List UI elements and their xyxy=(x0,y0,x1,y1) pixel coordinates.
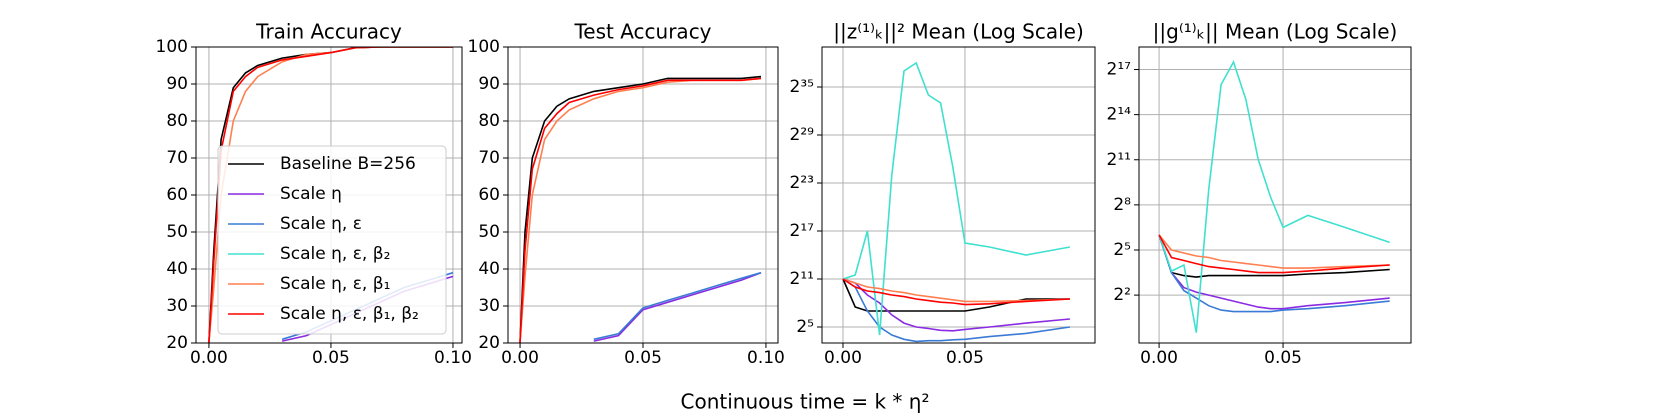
y-tick-label: 30 xyxy=(478,296,500,316)
x-tick-label: 0.05 xyxy=(946,348,984,368)
y-tick-label: 100 xyxy=(468,37,500,57)
panel: Train Accuracy 20 30 40 50 60 70 80 90 100 0.00 0.0… xyxy=(156,20,472,369)
y-tick-label: 2⁵ xyxy=(1113,240,1131,260)
y-tick-label: 2²³ xyxy=(790,173,814,193)
plot-frame xyxy=(821,46,1096,344)
legend-label: Scale η, ε, β₁, β₂ xyxy=(280,304,419,324)
x-tick-label: 0.05 xyxy=(1264,348,1302,368)
y-tick-label: 2¹¹ xyxy=(790,269,814,289)
y-tick-label: 2¹¹ xyxy=(1107,150,1131,170)
y-tick-label: 90 xyxy=(478,74,500,94)
y-tick-label: 60 xyxy=(478,185,500,205)
series-line xyxy=(1158,234,1390,274)
y-tick-label: 80 xyxy=(166,111,188,131)
y-tick-label: 60 xyxy=(166,185,188,205)
legend-label: Scale η, ε, β₁ xyxy=(280,274,390,294)
legend-box xyxy=(217,145,447,335)
chart-title: ||z⁽¹⁾ₖ||² Mean (Log Scale) xyxy=(833,20,1084,44)
plot-frame xyxy=(507,46,779,344)
y-tick-label: 20 xyxy=(166,333,188,353)
chart-title: Train Accuracy xyxy=(255,20,402,44)
series-line xyxy=(519,75,762,343)
panel: ||g⁽¹⁾ₖ|| Mean (Log Scale) 2² 2⁵ 2⁸ 2¹¹ 2¹⁴ 2¹… xyxy=(1107,20,1412,368)
series-line xyxy=(842,278,1071,343)
x-tick-label: 0.10 xyxy=(747,348,785,368)
x-tick-label: 0.00 xyxy=(190,348,228,368)
y-tick-label: 2³⁵ xyxy=(790,77,814,97)
y-tick-label: 2²⁹ xyxy=(790,125,815,145)
chart-title: ||g⁽¹⁾ₖ|| Mean (Log Scale) xyxy=(1153,20,1398,44)
series-line xyxy=(842,278,1070,306)
y-tick-label: 50 xyxy=(478,222,500,242)
panel: ||z⁽¹⁾ₖ||² Mean (Log Scale) 2⁵ 2¹¹ 2¹⁷ 2²³ 2²… xyxy=(790,20,1096,368)
legend-label: Scale η, ε, β₂ xyxy=(280,244,390,264)
series-line xyxy=(208,47,453,343)
panel: Test Accuracy 20 30 40 50 60 70 80 90 100 0.00 0.05… xyxy=(468,20,785,369)
x-axis-label: Continuous time = k * η² xyxy=(681,390,930,414)
y-tick-label: 70 xyxy=(478,148,500,168)
series-line xyxy=(593,271,762,341)
series-line xyxy=(1158,60,1390,333)
x-tick-label: 0.05 xyxy=(312,348,350,368)
x-tick-label: 0.00 xyxy=(1140,348,1178,368)
series-line xyxy=(1158,234,1390,310)
y-tick-label: 90 xyxy=(166,74,188,94)
legend-label: Scale η, ε xyxy=(280,214,362,234)
y-tick-label: 2² xyxy=(1113,285,1131,305)
legend-label: Scale η xyxy=(280,184,342,204)
y-tick-label: 50 xyxy=(166,222,188,242)
y-tick-label: 2¹⁷ xyxy=(790,221,815,241)
x-tick-label: 0.05 xyxy=(624,348,662,368)
y-tick-label: 80 xyxy=(478,111,500,131)
series-line xyxy=(842,278,1070,332)
y-tick-label: 20 xyxy=(478,333,500,353)
x-tick-label: 0.00 xyxy=(501,348,539,368)
series-line xyxy=(842,278,1070,303)
y-tick-label: 70 xyxy=(166,148,188,168)
y-tick-label: 30 xyxy=(166,296,188,316)
series-line xyxy=(519,77,762,343)
series-line xyxy=(842,61,1071,336)
series-line xyxy=(1158,234,1390,313)
chart-title: Test Accuracy xyxy=(573,20,711,44)
x-tick-label: 0.10 xyxy=(434,348,472,368)
series-line xyxy=(1158,234,1390,269)
series-line xyxy=(842,278,1070,312)
plot-frame xyxy=(195,46,463,344)
y-tick-label: 2¹⁷ xyxy=(1107,60,1132,80)
y-tick-label: 2¹⁴ xyxy=(1107,105,1132,125)
legend-label: Baseline B=256 xyxy=(280,154,416,174)
y-tick-label: 100 xyxy=(156,37,188,57)
x-tick-label: 0.00 xyxy=(824,348,862,368)
series-line xyxy=(208,47,453,343)
y-tick-label: 40 xyxy=(166,259,188,279)
plot-frame xyxy=(1138,46,1412,344)
series-line xyxy=(593,271,762,342)
y-tick-label: 40 xyxy=(478,259,500,279)
series-line xyxy=(519,77,762,343)
y-tick-label: 2⁵ xyxy=(796,317,814,337)
y-tick-label: 2⁸ xyxy=(1113,195,1131,215)
